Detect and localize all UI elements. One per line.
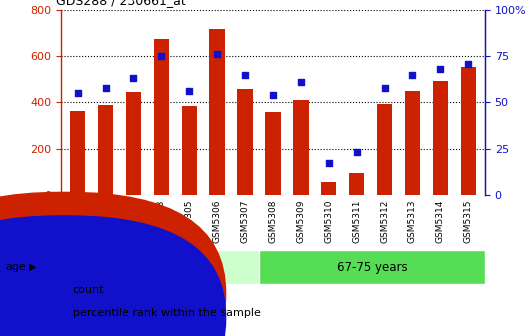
Text: ▶: ▶	[29, 262, 37, 272]
Point	[269, 92, 277, 98]
Text: 67-75 years: 67-75 years	[337, 261, 407, 274]
Point	[157, 53, 165, 59]
Bar	[259, 250, 485, 284]
Text: GSM5306: GSM5306	[213, 199, 222, 243]
Text: GSM5307: GSM5307	[241, 199, 250, 243]
Bar	[61, 250, 259, 284]
Text: GSM5315: GSM5315	[464, 199, 473, 243]
Text: GSM5314: GSM5314	[436, 199, 445, 243]
Text: GSM5309: GSM5309	[296, 199, 305, 243]
Bar	[321, 182, 337, 195]
Bar	[293, 100, 308, 195]
Bar	[349, 173, 364, 195]
Bar	[266, 112, 280, 195]
Bar	[70, 111, 85, 195]
Bar	[237, 89, 253, 195]
Point	[297, 80, 305, 85]
Point	[381, 85, 389, 90]
Text: GSM5301: GSM5301	[101, 199, 110, 243]
Text: GSM5303: GSM5303	[157, 199, 166, 243]
Point	[352, 150, 361, 155]
Text: 21-27 years: 21-27 years	[125, 261, 195, 274]
Bar	[126, 92, 141, 195]
Point	[129, 76, 138, 81]
Point	[464, 61, 472, 67]
Text: GSM5313: GSM5313	[408, 199, 417, 243]
Bar	[182, 106, 197, 195]
Text: count: count	[73, 285, 104, 295]
Point	[436, 67, 445, 72]
Bar	[432, 81, 448, 195]
Point	[185, 89, 193, 94]
Text: GDS288 / 230661_at: GDS288 / 230661_at	[56, 0, 186, 7]
Text: age: age	[5, 262, 26, 272]
Text: GSM5305: GSM5305	[185, 199, 194, 243]
Text: GSM5300: GSM5300	[73, 199, 82, 243]
Point	[213, 52, 222, 57]
Text: GSM5312: GSM5312	[380, 199, 389, 243]
Point	[324, 161, 333, 166]
Text: percentile rank within the sample: percentile rank within the sample	[73, 308, 260, 318]
Text: GSM5310: GSM5310	[324, 199, 333, 243]
Point	[241, 72, 249, 78]
Bar	[209, 29, 225, 195]
Point	[101, 85, 110, 90]
Point	[408, 72, 417, 78]
Text: GSM5308: GSM5308	[269, 199, 277, 243]
Bar	[405, 91, 420, 195]
Text: GSM5302: GSM5302	[129, 199, 138, 243]
Bar	[154, 39, 169, 195]
Text: GSM5311: GSM5311	[352, 199, 361, 243]
Bar	[377, 103, 392, 195]
Point	[74, 91, 82, 96]
Bar	[461, 67, 476, 195]
Bar	[98, 105, 113, 195]
